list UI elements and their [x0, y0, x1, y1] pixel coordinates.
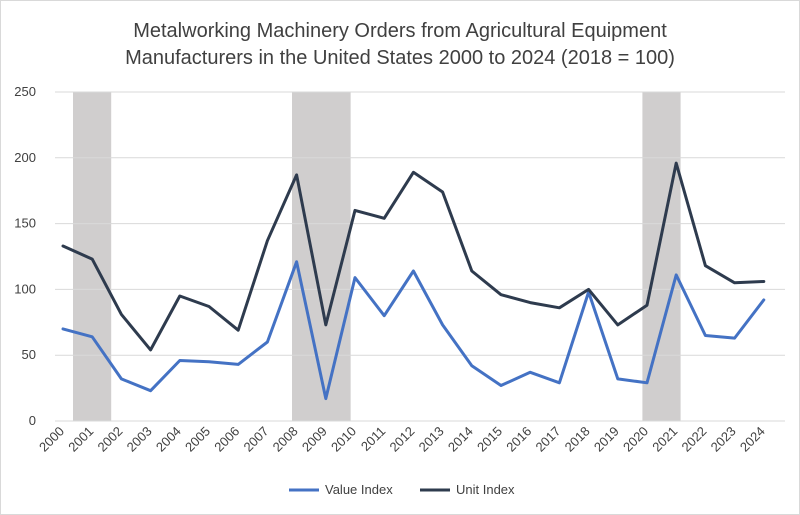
x-tick-label: 2012: [386, 424, 417, 455]
y-tick-label: 200: [14, 150, 36, 165]
chart-title-line-2: Manufacturers in the United States 2000 …: [125, 47, 675, 69]
x-tick-label: 2007: [240, 424, 271, 455]
x-axis-ticks: 2000200120022003200420052006200720082009…: [36, 424, 768, 455]
x-tick-label: 2003: [124, 424, 155, 455]
legend-label-0: Value Index: [325, 482, 393, 497]
x-tick-label: 2010: [328, 424, 359, 455]
legend-label-1: Unit Index: [456, 482, 515, 497]
x-tick-label: 2004: [153, 424, 184, 455]
x-tick-label: 2006: [211, 424, 242, 455]
x-tick-label: 2019: [591, 424, 622, 455]
chart-title-line-1: Metalworking Machinery Orders from Agric…: [133, 20, 667, 42]
y-tick-label: 150: [14, 216, 36, 231]
series-lines: [61, 161, 766, 401]
x-tick-label: 2009: [299, 424, 330, 455]
x-tick-label: 2013: [416, 424, 447, 455]
y-axis-ticks: 0 50 100 150 200 250: [14, 84, 36, 428]
x-tick-label: 2017: [532, 424, 563, 455]
y-tick-label: 50: [22, 347, 36, 362]
shaded-period-1: [292, 92, 351, 421]
x-tick-label: 2022: [678, 424, 709, 455]
x-tick-label: 2005: [182, 424, 213, 455]
x-tick-label: 2023: [708, 424, 739, 455]
shaded-period-0: [73, 92, 112, 421]
x-tick-label: 2014: [445, 424, 476, 455]
gridlines-group: [55, 91, 785, 422]
x-tick-label: 2016: [503, 424, 534, 455]
x-tick-label: 2008: [270, 424, 301, 455]
x-tick-label: 2020: [620, 424, 651, 455]
x-tick-label: 2001: [65, 424, 96, 455]
x-tick-label: 2000: [36, 424, 67, 455]
x-tick-label: 2015: [474, 424, 505, 455]
x-tick-label: 2011: [358, 424, 388, 454]
x-tick-label: 2021: [649, 424, 680, 455]
x-tick-label: 2024: [737, 424, 768, 455]
y-tick-label: 250: [14, 84, 36, 99]
shaded-period-2: [642, 92, 681, 421]
y-tick-label: 100: [14, 281, 36, 296]
legend: Value Index Unit Index: [289, 482, 515, 497]
x-tick-label: 2002: [94, 424, 125, 455]
recession-shading-group: [73, 92, 681, 421]
y-tick-label: 0: [29, 413, 36, 428]
x-tick-label: 2018: [562, 424, 593, 455]
